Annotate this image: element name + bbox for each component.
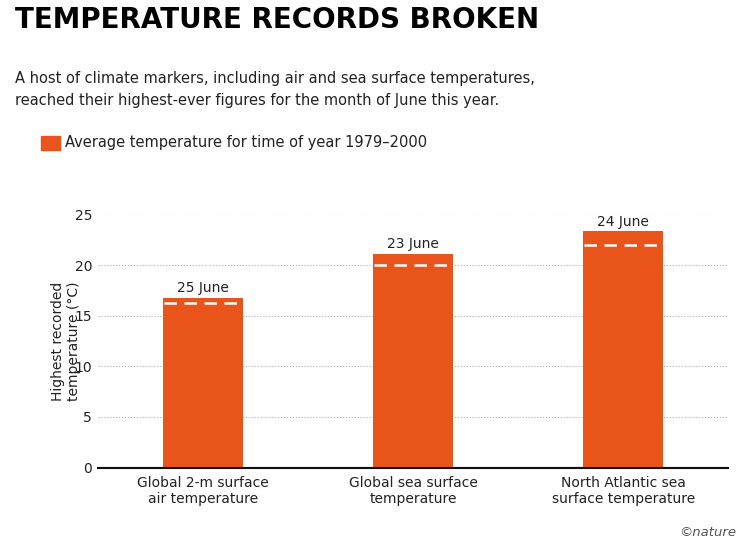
Text: 25 June: 25 June bbox=[176, 282, 229, 295]
Text: A host of climate markers, including air and sea surface temperatures,
reached t: A host of climate markers, including air… bbox=[15, 72, 535, 107]
Text: TEMPERATURE RECORDS BROKEN: TEMPERATURE RECORDS BROKEN bbox=[15, 6, 539, 34]
Y-axis label: Highest recorded
temperature (°C): Highest recorded temperature (°C) bbox=[51, 281, 81, 401]
Text: Average temperature for time of year 1979–2000: Average temperature for time of year 197… bbox=[65, 135, 427, 151]
Text: 24 June: 24 June bbox=[597, 214, 650, 229]
Bar bbox=[584, 231, 663, 468]
Text: ©nature: ©nature bbox=[679, 526, 736, 539]
Bar bbox=[163, 298, 243, 468]
Bar bbox=[373, 254, 453, 468]
Text: 23 June: 23 June bbox=[387, 238, 439, 251]
